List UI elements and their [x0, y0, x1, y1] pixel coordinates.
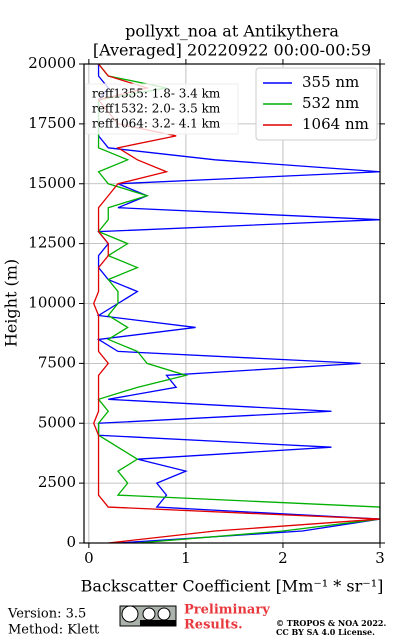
x-tick-label: 0	[84, 549, 94, 567]
x-tick-label: 3	[375, 549, 385, 567]
y-axis-label: Height (m)	[2, 259, 21, 347]
copyright: CC BY SA 4.0 License.	[276, 627, 375, 637]
legend-label: 1064 nm	[302, 115, 369, 133]
y-tick-label: 7500	[38, 353, 76, 371]
method: Method: Klett	[8, 623, 100, 638]
legend-label: 355 nm	[302, 73, 359, 91]
y-tick-label: 5000	[38, 413, 76, 431]
chart-title: pollyxt_noa at Antikythera	[125, 22, 339, 41]
y-tick-label: 15000	[28, 174, 76, 192]
copyright: © TROPOS & NOA 2022.	[276, 618, 386, 628]
annotation: reff1532: 2.0- 3.5 km	[92, 102, 221, 116]
x-tick-label: 1	[181, 549, 191, 567]
frame	[83, 63, 381, 544]
legend-label: 532 nm	[302, 94, 359, 112]
legend-box	[255, 67, 378, 141]
annotation: reff1064: 3.2- 4.1 km	[92, 117, 221, 131]
annotation: reff1355: 1.8- 3.4 km	[92, 87, 221, 101]
series-line	[97, 64, 380, 543]
y-tick-label: 17500	[28, 114, 76, 132]
x-tick-label: 2	[278, 549, 288, 567]
y-tick-label: 12500	[28, 234, 76, 252]
y-tick-label: 2500	[38, 473, 76, 491]
cc-logo	[119, 605, 177, 627]
y-tick-label: 0	[66, 533, 76, 551]
y-tick-label: 20000	[28, 54, 76, 72]
series-line	[93, 64, 380, 543]
chart-title: [Averaged] 20220922 00:00-00:59	[93, 41, 371, 60]
plot-area	[84, 63, 381, 544]
x-axis-label: Backscatter Coefficient [Mm⁻¹ * sr⁻¹]	[81, 577, 384, 596]
status: Preliminary	[184, 603, 270, 618]
y-tick-label: 10000	[28, 294, 76, 312]
version: Version: 3.5	[7, 607, 86, 622]
annotation-box	[85, 83, 239, 135]
status: Results.	[184, 618, 243, 633]
